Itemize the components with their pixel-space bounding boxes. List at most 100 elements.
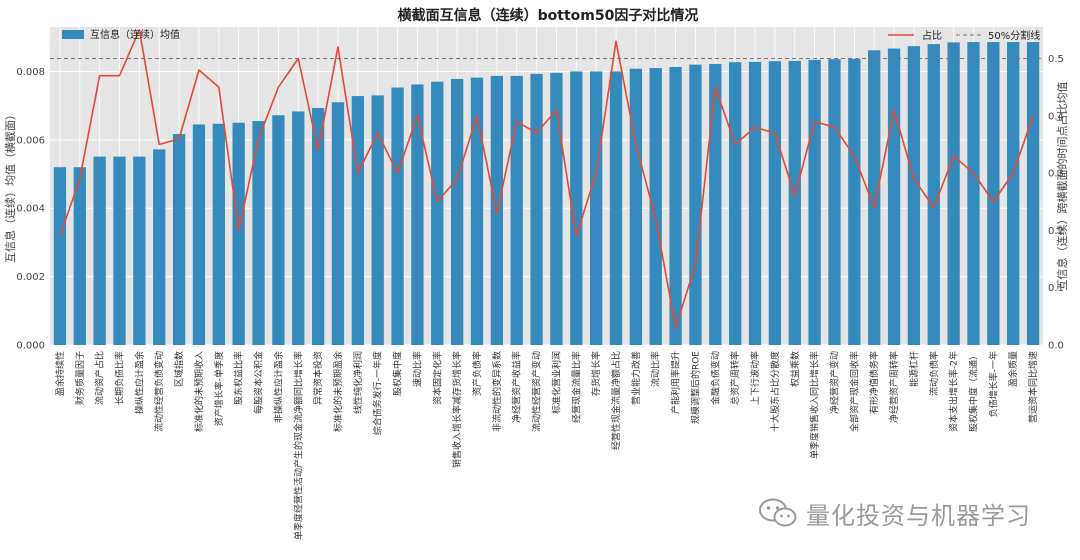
x-tick-label: 上下行波动率 <box>749 351 761 405</box>
x-tick-label: 流动资产占比 <box>94 351 106 405</box>
bar <box>967 42 980 345</box>
left-axis-label: 互信息（连续）均值（横截面） <box>3 109 17 263</box>
bar <box>947 42 960 346</box>
bar <box>172 134 186 345</box>
bar <box>272 115 285 345</box>
bar <box>530 73 543 346</box>
x-tick-label: 标准化的未预期收入 <box>193 351 205 432</box>
bar <box>887 48 901 346</box>
bar <box>689 64 702 345</box>
bar <box>232 122 245 345</box>
x-tick-label: 资产负债率 <box>471 351 483 396</box>
bar <box>907 46 921 346</box>
bar <box>848 58 861 346</box>
bar <box>73 167 86 345</box>
left-tick-label: 0.002 <box>16 272 45 283</box>
x-tick-label: 净经营资产收益率 <box>511 351 523 423</box>
bar <box>53 167 67 345</box>
x-tick-label: 全部资产现金回收率 <box>848 351 860 432</box>
x-tick-label: 营业能力改善 <box>630 351 642 405</box>
ratio-points <box>59 29 1034 328</box>
legend-left: 互信息（连续）均值 <box>62 28 180 41</box>
x-tick-label: 销售收入增长率减存货增长率 <box>451 351 463 468</box>
x-tick-label: 经营现金流量比率 <box>570 351 582 423</box>
bar <box>828 59 841 345</box>
x-tick-label: 经营性现金流量净额占比 <box>610 351 622 450</box>
x-tick-label: 操纵性应计盈余 <box>133 351 145 414</box>
bar <box>292 111 305 345</box>
x-tick-label: 权益乘数 <box>789 351 801 387</box>
bar <box>252 121 265 345</box>
bar <box>550 72 563 346</box>
bar <box>808 59 821 345</box>
x-tick-label: 流动性经营资产变动 <box>531 351 543 432</box>
bar <box>629 68 643 345</box>
bar <box>212 123 225 346</box>
chart-title: 横截面互信息（连续）bottom50因子对比情况 <box>398 7 699 24</box>
x-tick-label: 异常资本投资 <box>312 351 324 405</box>
bar <box>709 63 722 346</box>
bar <box>570 71 583 346</box>
x-tick-label: 长期负债比率 <box>114 351 126 405</box>
bar <box>113 156 126 345</box>
bar <box>589 71 603 346</box>
x-tick-label: 流动性经营负债变动 <box>153 351 165 432</box>
right-tick-label: 0.1 <box>1048 283 1064 294</box>
bar <box>133 156 146 345</box>
legend-line-label: 占比 <box>922 29 942 42</box>
x-tick-label: 单季度经营性活动产生的现金流净额同比增长率 <box>292 351 304 540</box>
x-tick-label: 速动比率 <box>411 351 423 387</box>
x-tick-label: 流动负债率 <box>928 351 940 396</box>
bar <box>748 61 762 346</box>
right-tick-label: 0.3 <box>1048 169 1064 180</box>
bar <box>1026 42 1040 345</box>
x-tick-label: 标准化的未预期盈余 <box>332 351 344 432</box>
bar <box>311 108 325 345</box>
wechat-icon <box>759 498 797 527</box>
x-tick-label: 产能利用率提升 <box>670 351 682 414</box>
x-tick-label: 十大股东占比分散度 <box>769 351 781 432</box>
x-tick-label: 盈余持续性 <box>54 351 66 396</box>
x-tick-label: 总资产周转率 <box>729 351 741 405</box>
legend-threshold-label: 50%分割线 <box>988 29 1040 42</box>
x-tick-label: 金融负债变动 <box>709 351 721 405</box>
x-tick-label: 能源杠杆 <box>908 351 920 387</box>
x-tick-label: 负债增长率-一年 <box>987 351 999 417</box>
x-tick-label: 盈余质量 <box>1007 351 1019 387</box>
bar <box>987 42 1000 345</box>
bar <box>411 84 424 345</box>
x-tick-label: 非流动性的变异系数 <box>491 351 503 432</box>
x-tick-label: 净经营资产变动 <box>828 351 840 414</box>
bar <box>768 61 782 346</box>
x-tick-label: 单季度销售收入同比增长率 <box>809 351 821 459</box>
x-tick-label: 财务质量因子 <box>74 351 86 405</box>
bar <box>192 124 206 345</box>
bar <box>351 96 364 345</box>
bar <box>510 75 523 345</box>
bar <box>729 62 742 345</box>
bar <box>331 102 345 346</box>
legend-bar-label: 互信息（连续）均值 <box>90 28 180 41</box>
right-axis-ticks: 0.0 0.1 0.2 0.3 0.4 0.5 <box>1048 54 1064 351</box>
legend-bar-swatch <box>62 30 84 39</box>
bar <box>93 156 106 345</box>
left-axis-ticks: 0.000 0.002 0.004 0.006 0.008 <box>16 67 45 352</box>
bar <box>788 60 801 345</box>
x-tick-label: 股东权益比率 <box>233 351 245 405</box>
x-tick-label: 区域指数 <box>173 351 185 387</box>
bar <box>450 78 464 346</box>
bar <box>649 68 662 345</box>
x-tick-label: 存货增长率 <box>590 351 602 396</box>
left-tick-label: 0.004 <box>16 204 45 215</box>
left-tick-label: 0.006 <box>16 135 45 146</box>
bar <box>371 95 384 345</box>
watermark-text: 量化投资与机器学习 <box>806 501 1031 530</box>
x-tick-label: 综合债务发行-一年度 <box>372 351 384 435</box>
bar <box>470 77 484 346</box>
x-tick-label: 每股资本公积金 <box>253 351 265 414</box>
right-tick-label: 0.2 <box>1048 226 1064 237</box>
x-tick-label: 流动比率 <box>650 351 662 387</box>
x-tick-label: 股权集中度（流通） <box>967 351 979 432</box>
x-tick-label: 股权集中度 <box>392 351 404 396</box>
